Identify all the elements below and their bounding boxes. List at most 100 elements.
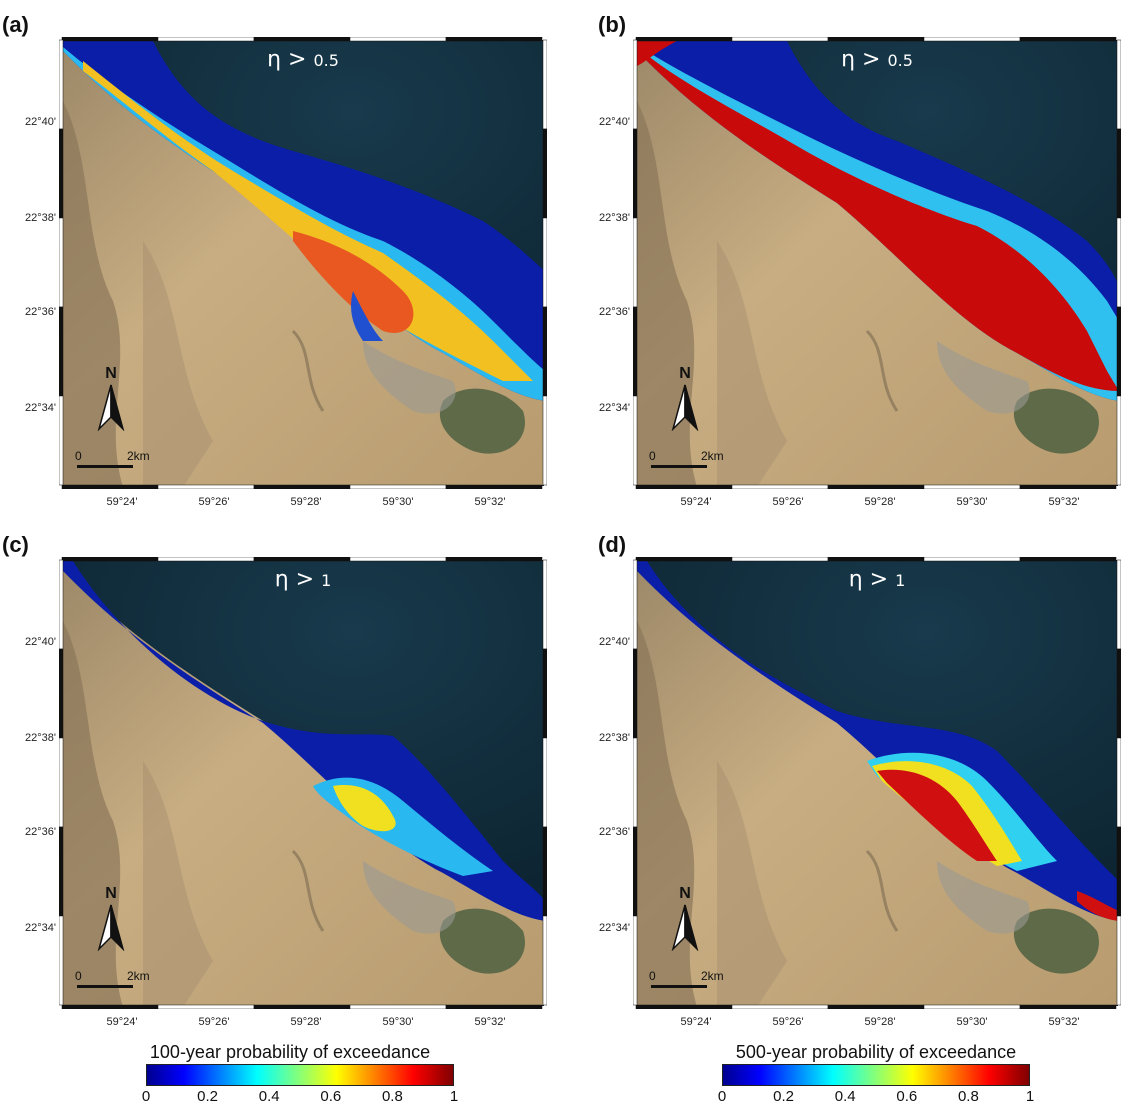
colorbar-tick-label: 0.4 — [834, 1088, 856, 1105]
panel-label: (b) — [598, 12, 627, 37]
frame-ticks — [633, 37, 1121, 489]
colorbar-tick-label: 0.6 — [320, 1088, 342, 1105]
panel-label: (c) — [2, 532, 29, 557]
north-letter: N — [679, 885, 691, 902]
threshold-label: η > 0.5 — [63, 47, 543, 72]
scale-bar: 0 2km — [649, 969, 769, 999]
colorbar-tick-label: 0.6 — [896, 1088, 918, 1105]
north-arrow: N — [667, 365, 703, 432]
longitude-label: 59°26' — [198, 496, 230, 508]
longitude-label: 59°26' — [772, 496, 804, 508]
longitude-label: 59°32' — [474, 496, 506, 508]
latitude-label: 22°40' — [599, 636, 630, 648]
eta-symbol: η > — [841, 47, 881, 72]
longitude-label: 59°24' — [680, 1016, 712, 1028]
longitude-label: 59°30' — [382, 1016, 414, 1028]
scale-line — [651, 465, 707, 468]
latitude-label: 22°34' — [599, 402, 630, 414]
latitude-label: 22°38' — [25, 212, 56, 224]
colorbar-tick-label: 0.2 — [197, 1088, 219, 1105]
latitude-label: 22°38' — [599, 212, 630, 224]
longitude-label: 59°26' — [772, 1016, 804, 1028]
scale-zero: 0 — [649, 969, 656, 983]
frame-ticks — [59, 557, 547, 1009]
latitude-label: 22°34' — [599, 922, 630, 934]
latitude-label: 22°40' — [599, 116, 630, 128]
north-arrow: N — [93, 365, 129, 432]
north-arrow: N — [667, 885, 703, 952]
longitude-label: 59°24' — [106, 496, 138, 508]
map-image — [63, 41, 543, 485]
threshold-label: η > 1 — [63, 567, 543, 592]
longitude-label: 59°24' — [680, 496, 712, 508]
flood-probability-overlay — [637, 561, 1117, 921]
latitude-label: 22°36' — [25, 826, 56, 838]
north-letter: N — [679, 365, 691, 382]
map-image — [63, 561, 543, 1005]
eta-symbol: η > — [274, 567, 315, 592]
latitude-label: 22°40' — [25, 116, 56, 128]
colorbar-tick-label: 1 — [449, 1088, 459, 1105]
longitude-label: 59°30' — [956, 1016, 988, 1028]
longitude-label: 59°32' — [1048, 496, 1080, 508]
colorbar-gradient — [146, 1064, 454, 1086]
map-image — [637, 561, 1117, 1005]
panel-label: (d) — [598, 532, 627, 557]
north-letter: N — [105, 365, 117, 382]
eta-symbol: η > — [848, 567, 889, 592]
latitude-label: 22°36' — [25, 306, 56, 318]
scale-distance: 2km — [701, 449, 724, 463]
north-arrow: N — [93, 885, 129, 952]
scale-line — [77, 465, 133, 468]
north-arrow-icon — [97, 904, 125, 952]
colorbar-tick-label: 0.2 — [773, 1088, 795, 1105]
colorbar-title: 500-year probability of exceedance — [735, 1042, 1017, 1062]
longitude-label: 59°28' — [290, 1016, 322, 1028]
north-arrow-icon — [97, 384, 125, 432]
longitude-label: 59°28' — [290, 496, 322, 508]
colorbar-tick-label: 0.8 — [381, 1088, 403, 1105]
map-frame: η > 0.5 N 0 2km — [62, 40, 544, 486]
longitude-label: 59°30' — [956, 496, 988, 508]
colorbar-tick-label: 0 — [717, 1088, 727, 1105]
colorbar-tick-label: 0.4 — [258, 1088, 280, 1105]
scale-line — [77, 985, 133, 988]
flood-probability-overlay — [63, 561, 543, 921]
frame-ticks — [59, 37, 547, 489]
latitude-label: 22°38' — [599, 732, 630, 744]
latitude-label: 22°36' — [599, 306, 630, 318]
north-arrow-icon — [671, 384, 699, 432]
threshold-label: η > 0.5 — [637, 47, 1117, 72]
longitude-label: 59°28' — [864, 496, 896, 508]
threshold-value: 1 — [895, 571, 906, 590]
frame-ticks — [633, 557, 1121, 1009]
flood-probability-overlay — [63, 41, 543, 401]
map-frame: η > 1 N 0 2km — [62, 560, 544, 1006]
scale-zero: 0 — [649, 449, 656, 463]
scale-bar: 0 2km — [75, 449, 195, 479]
threshold-value: 0.5 — [887, 51, 913, 70]
panel-label: (a) — [2, 12, 29, 37]
scale-distance: 2km — [127, 449, 150, 463]
colorbar-tick-label: 0.8 — [957, 1088, 979, 1105]
longitude-label: 59°28' — [864, 1016, 896, 1028]
scale-bar: 0 2km — [75, 969, 195, 999]
latitude-label: 22°38' — [25, 732, 56, 744]
longitude-label: 59°32' — [1048, 1016, 1080, 1028]
map-frame: η > 0.5 N 0 2km — [636, 40, 1118, 486]
latitude-label: 22°36' — [599, 826, 630, 838]
longitude-label: 59°24' — [106, 1016, 138, 1028]
scale-distance: 2km — [701, 969, 724, 983]
longitude-label: 59°32' — [474, 1016, 506, 1028]
longitude-label: 59°30' — [382, 496, 414, 508]
colorbar-tick-label: 1 — [1025, 1088, 1035, 1105]
latitude-label: 22°34' — [25, 922, 56, 934]
latitude-label: 22°34' — [25, 402, 56, 414]
flood-probability-overlay — [637, 41, 1117, 401]
north-letter: N — [105, 885, 117, 902]
threshold-label: η > 1 — [637, 567, 1117, 592]
north-arrow-icon — [671, 904, 699, 952]
scale-line — [651, 985, 707, 988]
threshold-value: 1 — [321, 571, 332, 590]
scale-bar: 0 2km — [649, 449, 769, 479]
